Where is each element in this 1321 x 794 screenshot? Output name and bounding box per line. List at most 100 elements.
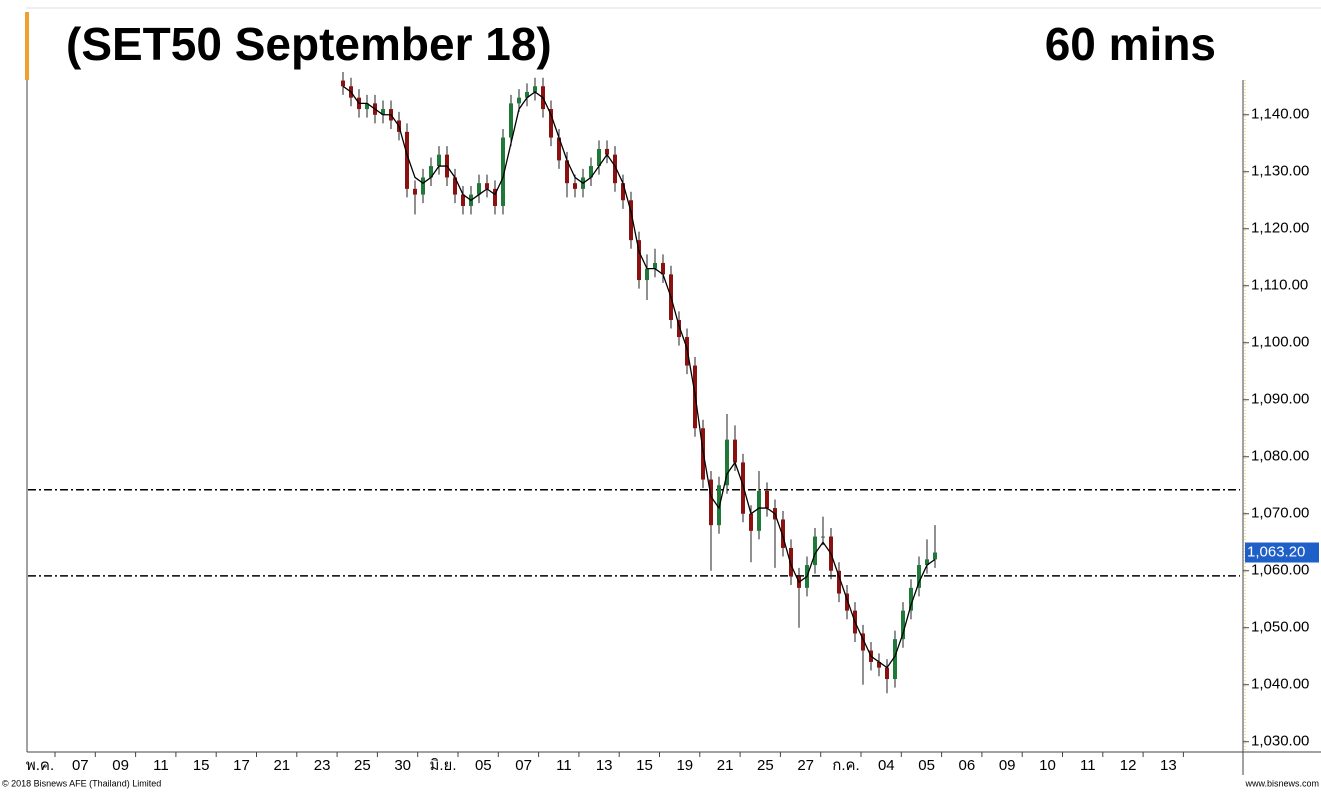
candle-body <box>877 661 881 668</box>
last-price-box <box>1245 542 1319 563</box>
chart-subtitle: 60 mins <box>1045 18 1216 70</box>
candle-body <box>589 166 593 178</box>
candle-body <box>677 319 681 338</box>
x-tick-label: 27 <box>797 757 814 774</box>
candle-body <box>533 86 537 92</box>
candle-body <box>405 131 409 189</box>
candle-body <box>917 565 921 588</box>
candle-body <box>653 262 657 269</box>
x-tick-label: 09 <box>999 757 1016 774</box>
y-tick-label: 1,090.00 <box>1251 391 1309 408</box>
moving-average <box>342 85 936 669</box>
footer-left: © 2018 Bisnews AFE (Thailand) Limited <box>2 778 161 788</box>
x-tick-label: 13 <box>596 757 613 774</box>
candle-body <box>621 183 625 201</box>
candle-body <box>477 183 481 195</box>
candle-body <box>605 148 609 155</box>
candle-body <box>933 552 937 560</box>
x-tick-label: 30 <box>394 757 411 774</box>
candle-body <box>709 479 713 526</box>
x-tick-label: 15 <box>193 757 210 774</box>
x-tick-label: 07 <box>72 757 89 774</box>
candle-body <box>461 194 465 206</box>
candle-body <box>501 137 505 206</box>
candle-body <box>661 262 665 275</box>
candle-body <box>437 154 441 167</box>
x-tick-label: 11 <box>153 757 169 774</box>
candle-body <box>925 559 929 566</box>
x-tick-label: 17 <box>233 757 250 774</box>
x-tick-label: 06 <box>959 757 976 774</box>
candle-body <box>901 610 905 640</box>
chart-title: (SET50 September 18) <box>66 18 552 70</box>
candle-body <box>885 667 889 680</box>
candle-body <box>733 439 737 463</box>
candle-body <box>565 160 569 184</box>
x-tick-label: 15 <box>636 757 653 774</box>
y-tick-label: 1,120.00 <box>1251 220 1309 237</box>
candle-body <box>789 547 793 577</box>
candle-body <box>493 188 497 206</box>
candle-body <box>549 109 553 138</box>
candle-body <box>453 177 457 195</box>
x-tick-label: 21 <box>717 757 734 774</box>
candle-body <box>517 97 521 104</box>
candle-body <box>781 519 785 548</box>
candle-body <box>557 137 561 161</box>
candle-body <box>861 633 865 651</box>
x-tick-label: 19 <box>676 757 693 774</box>
x-tick-label: 12 <box>1120 757 1137 774</box>
y-tick-label: 1,100.00 <box>1251 334 1309 351</box>
x-tick-label: 13 <box>1160 757 1177 774</box>
candle-body <box>509 103 513 138</box>
candle-body <box>597 148 601 167</box>
x-tick-label: 09 <box>112 757 129 774</box>
x-tick-label: 11 <box>1080 757 1096 774</box>
candle-body <box>757 490 761 531</box>
footer-right: www.bisnews.com <box>1244 778 1319 788</box>
candle-body <box>429 166 433 178</box>
x-tick-label: 07 <box>515 757 532 774</box>
candle-body <box>749 513 753 531</box>
candle-body <box>525 91 529 98</box>
candle-body <box>341 80 345 87</box>
y-tick-label: 1,070.00 <box>1251 505 1309 522</box>
x-tick-label: 21 <box>273 757 290 774</box>
x-tick-label: พ.ค. <box>26 757 54 774</box>
x-tick-label: ก.ค. <box>832 757 859 774</box>
x-tick-label: 05 <box>475 757 492 774</box>
candle-body <box>381 109 385 115</box>
y-tick-label: 1,060.00 <box>1251 562 1309 579</box>
x-tick-label: 25 <box>354 757 371 774</box>
x-tick-label: 23 <box>314 757 331 774</box>
candle-body <box>485 183 489 189</box>
y-tick-label: 1,040.00 <box>1251 676 1309 693</box>
candle-body <box>637 240 641 281</box>
y-tick-label: 1,080.00 <box>1251 448 1309 465</box>
candle-body <box>629 200 633 241</box>
candle-body <box>909 587 913 611</box>
x-tick-label: 11 <box>556 757 572 774</box>
candle-body <box>765 490 769 509</box>
candle-body <box>421 177 425 195</box>
y-tick-label: 1,030.00 <box>1251 733 1309 750</box>
candle-body <box>613 154 617 184</box>
candle-body <box>821 536 825 538</box>
accent-bar <box>25 12 29 80</box>
x-tick-label: 10 <box>1039 757 1056 774</box>
candle-body <box>893 639 897 680</box>
candle-body <box>837 570 841 594</box>
candle-body <box>645 268 649 281</box>
x-tick-label: 04 <box>878 757 895 774</box>
candle-body <box>413 188 417 195</box>
y-tick-label: 1,140.00 <box>1251 106 1309 123</box>
candle-body <box>741 462 745 514</box>
y-tick-label: 1,110.00 <box>1251 277 1308 294</box>
candle-body <box>573 183 577 189</box>
candle-body <box>845 593 849 611</box>
x-tick-label: 25 <box>757 757 774 774</box>
x-tick-label: 05 <box>918 757 935 774</box>
y-tick-label: 1,050.00 <box>1251 619 1309 636</box>
